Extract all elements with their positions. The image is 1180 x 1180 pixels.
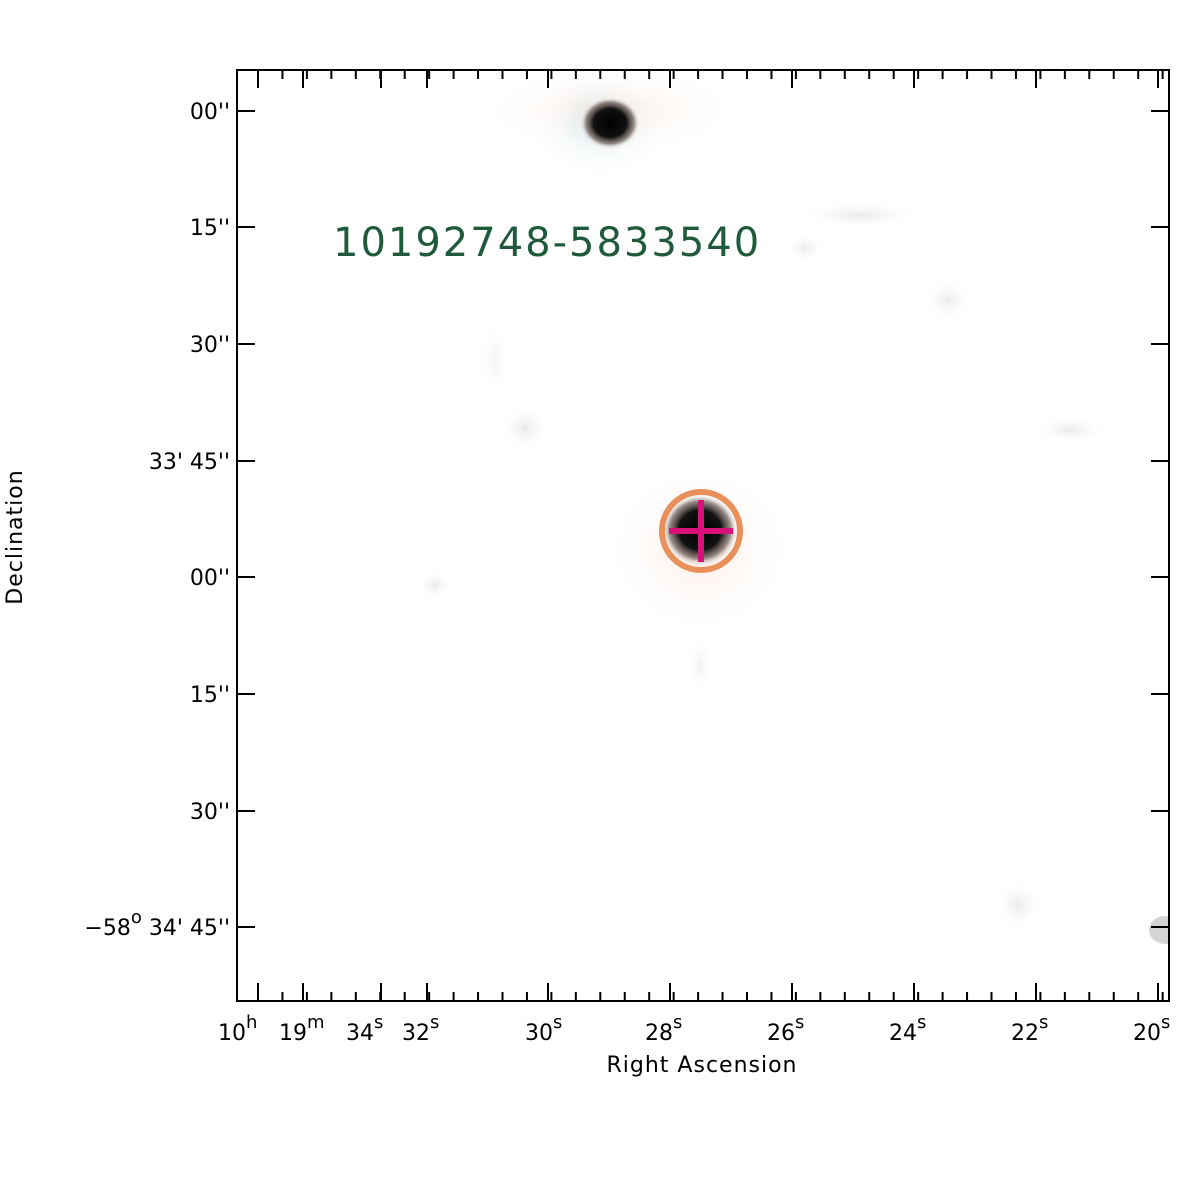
axis-ticks [237, 70, 1169, 1001]
x-tick-label: 26s [767, 1012, 804, 1046]
y-tick-label: 00'' [190, 566, 230, 591]
x-tick-label: 24s [889, 1012, 926, 1046]
x-tick-label: 30s [525, 1012, 562, 1046]
y-tick-label: 00'' [190, 100, 230, 125]
y-tick-labels: 00'' 15'' 30'' 33' 45'' 00'' 15'' 30'' −58o 34'… [84, 100, 230, 941]
image-field [237, 70, 1169, 1001]
y-tick-label: 30'' [190, 800, 230, 825]
x-tick-label: 28s [645, 1012, 682, 1046]
target-marker-circle [659, 489, 743, 573]
y-tick-label: 33' 45'' [149, 450, 230, 475]
plot-frame [236, 69, 1170, 1002]
y-tick-label: 15'' [190, 683, 230, 708]
x-tick-label: 34s [346, 1012, 383, 1046]
x-tick-label: 22s [1011, 1012, 1048, 1046]
x-tick-label: 32s [402, 1012, 439, 1046]
x-tick-label: 10h [218, 1012, 257, 1046]
x-axis-title: Right Ascension [607, 1053, 798, 1078]
y-tick-label: −58o 34' 45'' [84, 907, 230, 941]
y-tick-label: 30'' [190, 333, 230, 358]
source-name-label: 10192748-5833540 [333, 220, 761, 266]
x-tick-label: 20s [1133, 1012, 1170, 1046]
x-tick-labels: 10h 19m 34s 32s 30s 28s 26s 24s 22s 20s [218, 1012, 1170, 1046]
y-axis-title: Declination [3, 469, 28, 604]
y-tick-label: 15'' [190, 216, 230, 241]
bright-source-top [580, 97, 640, 149]
x-tick-label: 19m [279, 1012, 325, 1046]
